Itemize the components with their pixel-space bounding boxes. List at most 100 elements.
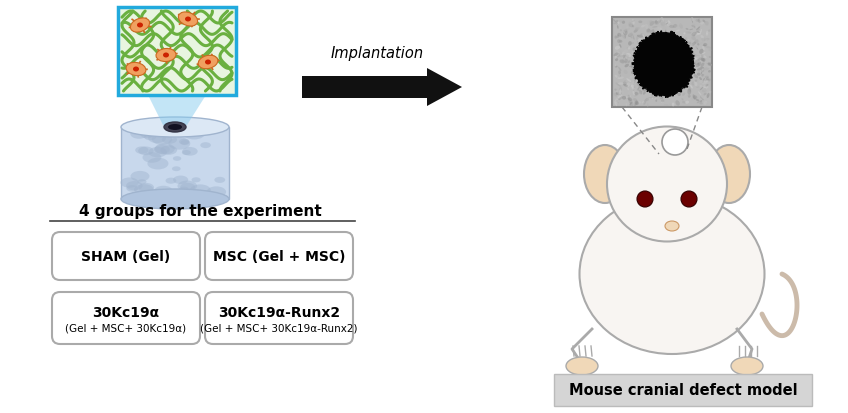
Ellipse shape — [635, 78, 638, 82]
Ellipse shape — [661, 68, 663, 71]
Ellipse shape — [627, 48, 631, 50]
Ellipse shape — [639, 88, 642, 89]
Ellipse shape — [695, 80, 697, 83]
Ellipse shape — [645, 25, 649, 30]
Ellipse shape — [614, 93, 619, 97]
Ellipse shape — [684, 54, 688, 57]
Ellipse shape — [686, 42, 691, 45]
Ellipse shape — [635, 50, 637, 52]
Ellipse shape — [652, 52, 657, 53]
Ellipse shape — [660, 97, 664, 100]
Ellipse shape — [662, 28, 667, 30]
Ellipse shape — [651, 39, 656, 43]
Ellipse shape — [639, 67, 644, 70]
Ellipse shape — [705, 57, 709, 62]
Ellipse shape — [639, 21, 642, 24]
Ellipse shape — [644, 100, 646, 105]
Ellipse shape — [703, 45, 706, 47]
Ellipse shape — [681, 192, 697, 207]
Ellipse shape — [659, 57, 662, 60]
Ellipse shape — [626, 54, 631, 58]
Ellipse shape — [695, 45, 699, 49]
Ellipse shape — [192, 178, 201, 183]
Ellipse shape — [648, 21, 650, 24]
Ellipse shape — [683, 63, 685, 69]
Ellipse shape — [616, 56, 620, 59]
Ellipse shape — [686, 45, 689, 48]
Ellipse shape — [649, 73, 651, 76]
Ellipse shape — [695, 34, 700, 36]
Ellipse shape — [695, 60, 700, 64]
Ellipse shape — [664, 21, 665, 25]
Ellipse shape — [639, 70, 641, 72]
Ellipse shape — [624, 64, 629, 68]
Ellipse shape — [628, 88, 629, 91]
Ellipse shape — [645, 73, 650, 76]
Ellipse shape — [638, 72, 640, 76]
Ellipse shape — [706, 32, 708, 35]
Ellipse shape — [694, 82, 697, 87]
Ellipse shape — [700, 86, 702, 88]
Ellipse shape — [620, 75, 621, 78]
Ellipse shape — [676, 60, 680, 66]
Ellipse shape — [619, 45, 622, 49]
Ellipse shape — [633, 99, 637, 102]
Ellipse shape — [656, 52, 660, 55]
Ellipse shape — [702, 56, 706, 59]
Ellipse shape — [672, 51, 674, 53]
Ellipse shape — [637, 69, 639, 72]
Ellipse shape — [120, 178, 138, 188]
Ellipse shape — [648, 87, 651, 89]
Ellipse shape — [667, 24, 672, 26]
Ellipse shape — [646, 31, 651, 34]
Ellipse shape — [680, 69, 683, 74]
Ellipse shape — [665, 31, 667, 33]
Ellipse shape — [639, 45, 640, 49]
Ellipse shape — [667, 78, 671, 81]
Ellipse shape — [659, 40, 664, 43]
Ellipse shape — [675, 26, 678, 28]
Ellipse shape — [706, 92, 711, 96]
Ellipse shape — [182, 147, 198, 156]
Ellipse shape — [615, 36, 617, 40]
Ellipse shape — [629, 76, 633, 79]
Ellipse shape — [693, 33, 697, 36]
Ellipse shape — [622, 36, 626, 40]
Ellipse shape — [619, 88, 622, 92]
Ellipse shape — [677, 76, 679, 79]
Ellipse shape — [645, 36, 651, 38]
Ellipse shape — [680, 61, 683, 64]
Ellipse shape — [617, 23, 620, 25]
Ellipse shape — [699, 50, 703, 55]
Ellipse shape — [666, 23, 668, 26]
Ellipse shape — [632, 20, 634, 26]
Ellipse shape — [709, 57, 711, 59]
Ellipse shape — [702, 47, 705, 51]
Ellipse shape — [661, 81, 666, 84]
Ellipse shape — [643, 88, 648, 92]
Ellipse shape — [680, 83, 683, 86]
Ellipse shape — [618, 55, 620, 58]
Ellipse shape — [655, 75, 657, 78]
Ellipse shape — [632, 88, 635, 90]
Ellipse shape — [613, 53, 619, 57]
Ellipse shape — [650, 89, 654, 92]
Ellipse shape — [621, 21, 625, 24]
Ellipse shape — [706, 47, 711, 49]
Ellipse shape — [621, 56, 624, 59]
Ellipse shape — [700, 23, 704, 26]
Ellipse shape — [639, 90, 642, 93]
Ellipse shape — [684, 64, 689, 65]
Ellipse shape — [680, 70, 683, 73]
Ellipse shape — [637, 59, 640, 62]
Ellipse shape — [697, 41, 700, 44]
Polygon shape — [148, 96, 206, 126]
Ellipse shape — [680, 67, 684, 70]
Ellipse shape — [697, 102, 700, 104]
Ellipse shape — [656, 19, 659, 24]
Ellipse shape — [696, 56, 700, 60]
Polygon shape — [633, 32, 695, 98]
Ellipse shape — [626, 29, 630, 31]
Ellipse shape — [677, 72, 678, 77]
Ellipse shape — [180, 187, 188, 192]
